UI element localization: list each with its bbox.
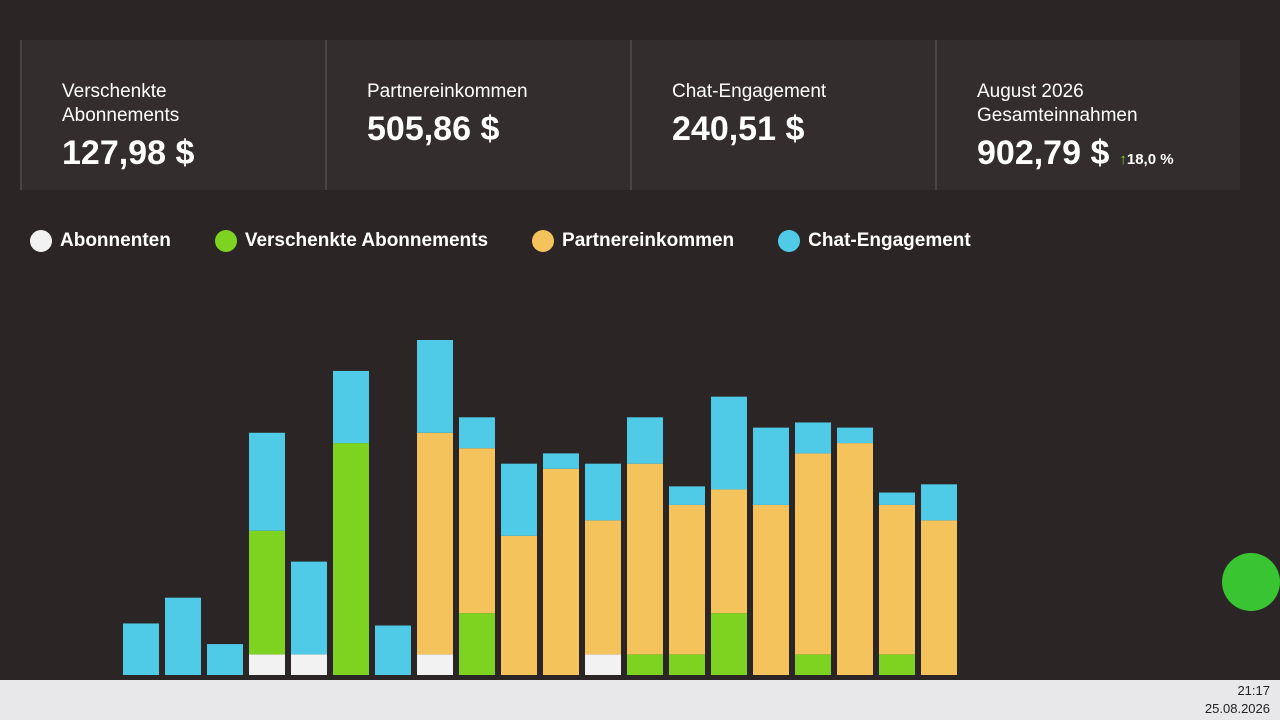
legend-label: Abonnenten bbox=[60, 230, 171, 252]
change-value: 18,0 % bbox=[1126, 151, 1174, 168]
bar-segment bbox=[459, 448, 495, 614]
bar-segment bbox=[375, 625, 411, 675]
legend-swatch bbox=[214, 230, 237, 252]
legend-swatch bbox=[532, 230, 555, 252]
bar-segment bbox=[333, 443, 369, 675]
bar-segment bbox=[459, 613, 495, 675]
bar-segment bbox=[585, 463, 621, 521]
bar-segment bbox=[123, 623, 159, 675]
bar-segment bbox=[585, 520, 621, 655]
bar-segment bbox=[333, 370, 369, 444]
bar-segment bbox=[249, 530, 285, 655]
bar-segment bbox=[459, 417, 495, 449]
bar-segment bbox=[921, 520, 957, 675]
bar-segment bbox=[417, 432, 453, 655]
time: 21:17 bbox=[1237, 683, 1270, 698]
chart bbox=[123, 340, 957, 675]
stat-value: 240,51 $ bbox=[672, 110, 805, 148]
stat-value: 902,79 $ bbox=[977, 134, 1110, 172]
support-button[interactable] bbox=[1222, 553, 1280, 611]
stat-value: 127,98 $ bbox=[62, 134, 195, 172]
bar-segment bbox=[669, 486, 705, 505]
bar-segment bbox=[249, 654, 285, 675]
bar-segment bbox=[543, 453, 579, 469]
bar-segment bbox=[501, 463, 537, 536]
bar-segment bbox=[795, 422, 831, 454]
stat-label: Chat-Engagement bbox=[672, 81, 827, 102]
legend: Abonnenten Verschenkte Abonnements Partner… bbox=[30, 230, 971, 252]
bar-segment bbox=[669, 504, 705, 655]
legend-item[interactable]: Abonnenten bbox=[30, 230, 171, 252]
bar-segment bbox=[627, 654, 663, 675]
bar-segment bbox=[921, 484, 957, 521]
bar-segment bbox=[795, 654, 831, 675]
bar-segment bbox=[879, 504, 915, 655]
legend-item[interactable]: Chat-Engagement bbox=[778, 230, 971, 252]
bar-segment bbox=[585, 654, 621, 675]
legend-swatch bbox=[778, 230, 801, 252]
clock[interactable]: 21:17 25.08.2026 bbox=[1205, 682, 1270, 718]
bar-segment bbox=[501, 535, 537, 675]
bar-segment bbox=[711, 489, 747, 614]
bar-segment bbox=[207, 644, 243, 675]
stat-card: August 2026 Gesamteinnahmen 902,79 $ ↑18,… bbox=[935, 40, 1240, 190]
bar-segment bbox=[627, 417, 663, 464]
legend-label: Partnereinkommen bbox=[562, 230, 735, 252]
stat-value-row: 902,79 $ ↑18,0 % bbox=[977, 134, 1240, 173]
bar-segment bbox=[249, 432, 285, 531]
bar-segment bbox=[711, 613, 747, 675]
bar-segment bbox=[879, 654, 915, 675]
stat-label: Verschenkte Abonnements bbox=[62, 81, 180, 126]
legend-label: Verschenkte Abonnements bbox=[244, 230, 489, 252]
stat-label: August 2026 Gesamteinnahmen bbox=[977, 81, 1138, 126]
up-arrow: ↑ bbox=[1119, 151, 1127, 168]
bar-segment bbox=[753, 427, 789, 505]
bar-segment bbox=[837, 427, 873, 444]
bar-segment bbox=[795, 453, 831, 655]
bar-segment bbox=[417, 340, 453, 433]
bar-segment bbox=[165, 597, 201, 675]
stats-bar: Verschenkte Abonnements 127,98 $ Partner… bbox=[20, 40, 1240, 190]
bar-segment bbox=[837, 443, 873, 675]
legend-item[interactable]: Verschenkte Abonnements bbox=[214, 230, 489, 252]
legend-label: Chat-Engagement bbox=[808, 230, 971, 252]
bar-segment bbox=[291, 561, 327, 655]
stat-change: ↑18,0 % bbox=[1119, 151, 1173, 168]
legend-item[interactable]: Partnereinkommen bbox=[532, 230, 734, 252]
taskbar: 21:17 25.08.2026 bbox=[0, 680, 1280, 720]
bar-segment bbox=[753, 504, 789, 675]
bar-segment bbox=[669, 654, 705, 675]
date: 25.08.2026 bbox=[1204, 701, 1270, 716]
bar-segment bbox=[627, 463, 663, 655]
bar-segment bbox=[291, 654, 327, 675]
stat-card: Verschenkte Abonnements 127,98 $ bbox=[20, 40, 325, 190]
bar-segment bbox=[417, 654, 453, 675]
stat-card: Chat-Engagement 240,51 $ bbox=[630, 40, 935, 190]
bar-segment bbox=[879, 492, 915, 505]
bar-segment bbox=[711, 396, 747, 490]
legend-swatch bbox=[30, 230, 52, 252]
stat-card: Partnereinkommen 505,86 $ bbox=[325, 40, 630, 190]
stat-label: Partnereinkommen bbox=[367, 81, 528, 102]
stat-value: 505,86 $ bbox=[367, 110, 500, 148]
bar-segment bbox=[543, 468, 579, 675]
